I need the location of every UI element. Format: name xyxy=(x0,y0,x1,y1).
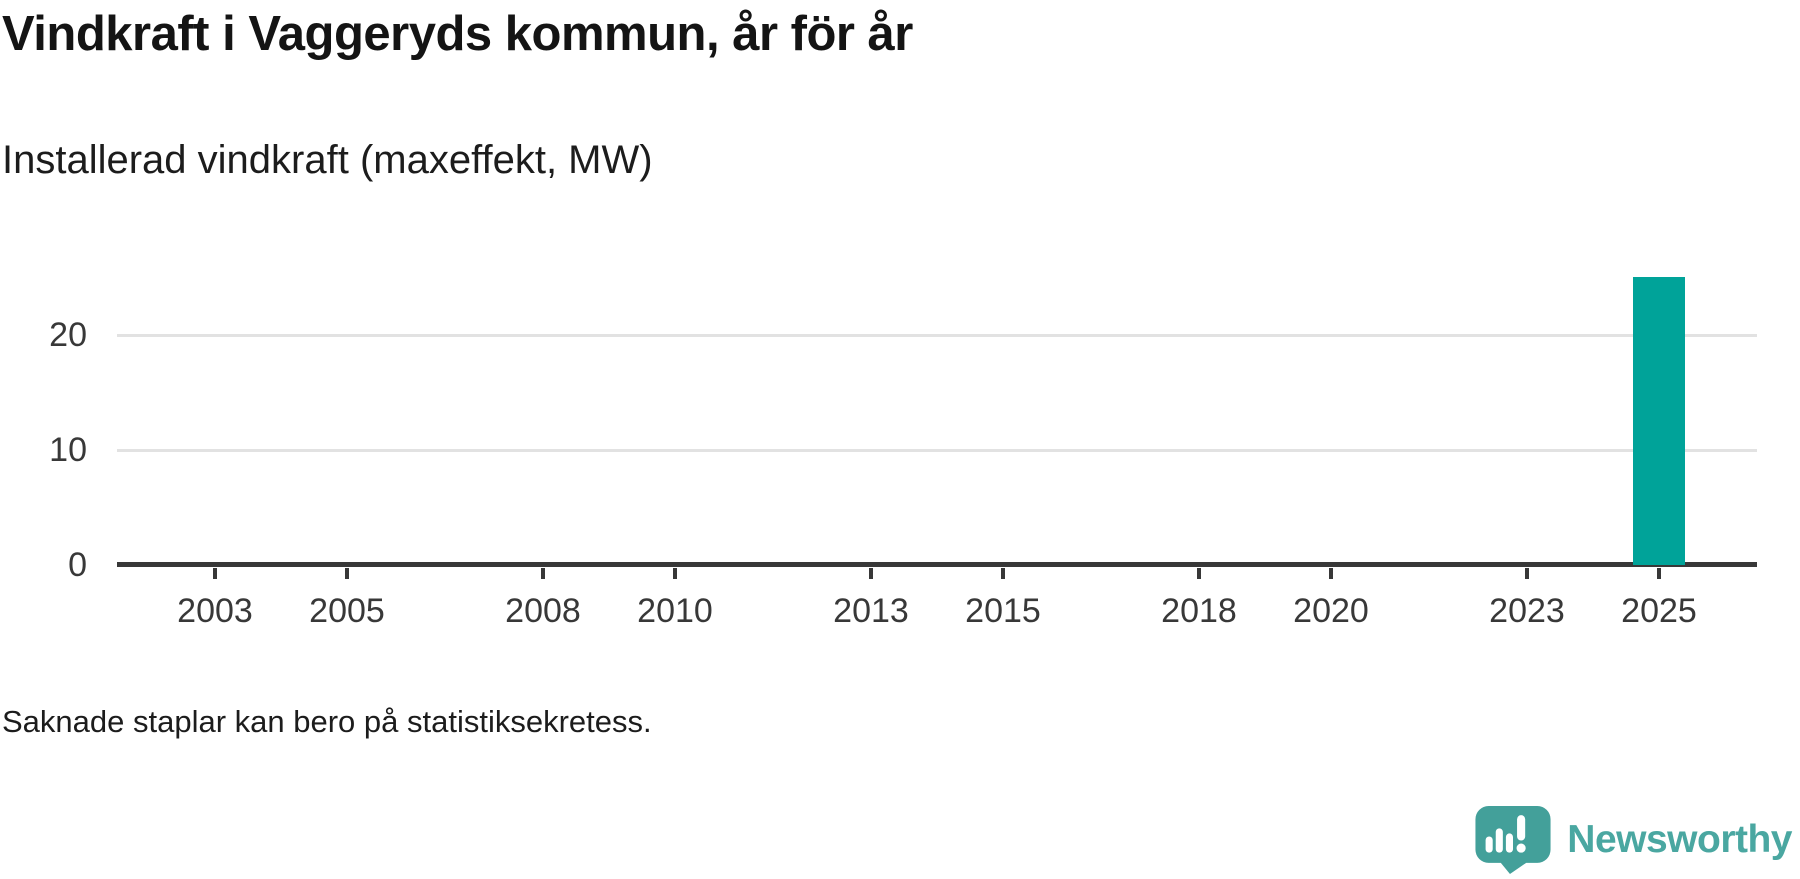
y-tick-label: 10 xyxy=(49,431,87,469)
x-tick-label: 2020 xyxy=(1293,592,1369,630)
bar-2025 xyxy=(1633,277,1685,565)
x-tick-label: 2003 xyxy=(177,592,253,630)
newsworthy-wordmark: Newsworthy xyxy=(1567,818,1792,861)
x-tick-label: 2023 xyxy=(1489,592,1565,630)
plot-area: 0 10 20 2003 2005 2008 2010 2013 2015 2018 2020 202… xyxy=(49,220,1757,630)
x-tick-2003 xyxy=(213,568,217,579)
logo-bar-1-icon xyxy=(1485,836,1493,853)
logo-exclamation-bar-icon xyxy=(1517,815,1526,841)
x-tick-2020 xyxy=(1329,568,1333,579)
x-axis-baseline xyxy=(117,562,1757,567)
x-tick-2013 xyxy=(869,568,873,579)
x-tick-2010 xyxy=(673,568,677,579)
x-tick-2008 xyxy=(541,568,545,579)
newsworthy-logo: Newsworthy xyxy=(1475,806,1792,874)
x-tick-2015 xyxy=(1001,568,1005,579)
x-tick-label: 2008 xyxy=(505,592,581,630)
gridline-y-20 xyxy=(117,334,1757,337)
x-tick-label: 2018 xyxy=(1161,592,1237,630)
x-tick-2018 xyxy=(1197,568,1201,579)
logo-bar-3-icon xyxy=(1506,833,1514,853)
y-tick-label: 0 xyxy=(68,546,87,584)
x-tick-label: 2005 xyxy=(309,592,385,630)
chart-title: Vindkraft i Vaggeryds kommun, år för år xyxy=(2,7,913,61)
x-tick-2025 xyxy=(1657,568,1661,579)
gridline-y-10 xyxy=(117,449,1757,452)
logo-bar-2-icon xyxy=(1496,828,1504,853)
y-tick-label: 20 xyxy=(49,316,87,354)
x-tick-2023 xyxy=(1525,568,1529,579)
x-tick-label: 2025 xyxy=(1621,592,1697,630)
logo-exclamation-dot-icon xyxy=(1516,843,1526,853)
x-tick-label: 2013 xyxy=(833,592,909,630)
x-tick-label: 2010 xyxy=(637,592,713,630)
x-tick-label: 2015 xyxy=(965,592,1041,630)
newsworthy-speech-bubble-icon xyxy=(1475,806,1551,874)
chart-subtitle: Installerad vindkraft (maxeffekt, MW) xyxy=(2,138,653,182)
x-tick-2005 xyxy=(345,568,349,579)
footer-note: Saknade staplar kan bero på statistiksek… xyxy=(2,704,652,739)
